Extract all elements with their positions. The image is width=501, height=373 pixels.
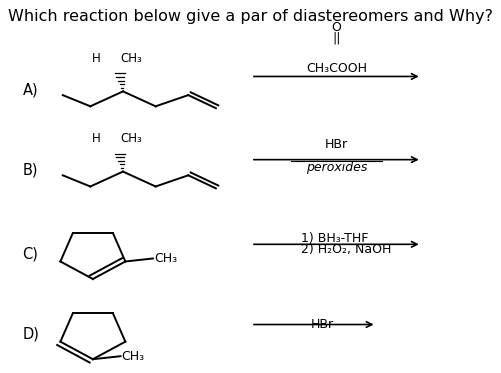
Text: O: O	[331, 21, 341, 34]
Text: H: H	[92, 132, 100, 145]
Text: A): A)	[23, 82, 38, 97]
Text: HBr: HBr	[311, 318, 334, 331]
Text: ||: ||	[332, 31, 340, 44]
Text: B): B)	[23, 162, 38, 177]
Text: Which reaction below give a par of diastereomers and Why?: Which reaction below give a par of diast…	[9, 9, 492, 24]
Text: C): C)	[23, 246, 39, 261]
Text: D): D)	[23, 326, 40, 341]
Text: 1) BH₃-THF: 1) BH₃-THF	[301, 232, 368, 245]
Text: CH₃COOH: CH₃COOH	[305, 62, 366, 75]
Text: CH₃: CH₃	[121, 350, 144, 363]
Text: CH₃: CH₃	[120, 51, 142, 65]
Text: CH₃: CH₃	[120, 132, 142, 145]
Text: peroxides: peroxides	[305, 161, 366, 174]
Text: 2) H₂O₂, NaOH: 2) H₂O₂, NaOH	[301, 244, 391, 256]
Text: CH₃: CH₃	[154, 252, 177, 265]
Text: HBr: HBr	[324, 138, 347, 151]
Text: H: H	[92, 51, 100, 65]
